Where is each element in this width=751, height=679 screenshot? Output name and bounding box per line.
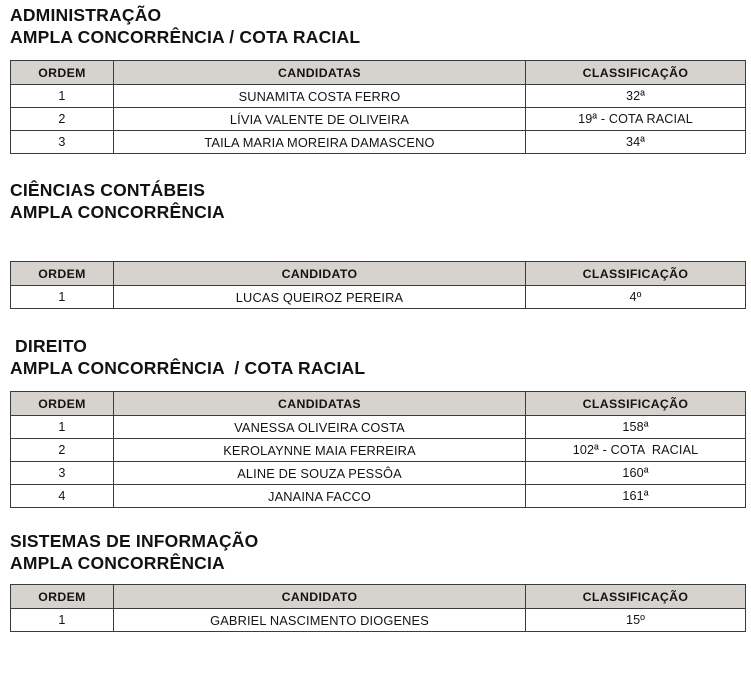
ranking-table: ORDEM CANDIDATAS CLASSIFICAÇÃO 1 SUNAMIT… xyxy=(10,60,746,154)
cell-classificacao: 4º xyxy=(525,285,746,309)
cell-classificacao: 15º xyxy=(525,608,746,632)
modality-title: AMPLA CONCORRÊNCIA xyxy=(10,553,225,573)
cell-nome: ALINE DE SOUZA PESSÔA xyxy=(113,461,526,485)
cell-ordem: 2 xyxy=(10,107,114,131)
course-title: DIREITO xyxy=(10,336,88,356)
cell-ordem: 3 xyxy=(10,461,114,485)
cell-ordem: 3 xyxy=(10,130,114,154)
course-title: ADMINISTRAÇÃO xyxy=(10,5,162,25)
cell-nome: LUCAS QUEIROZ PEREIRA xyxy=(113,285,526,309)
modality-title: AMPLA CONCORRÊNCIA / COTA RACIAL xyxy=(10,27,361,47)
cell-classificacao: 34ª xyxy=(525,130,746,154)
ranking-table: ORDEM CANDIDATO CLASSIFICAÇÃO 1 LUCAS QU… xyxy=(10,261,746,309)
table-row: 1 SUNAMITA COSTA FERRO 32ª xyxy=(10,84,746,108)
table-row: 4 JANAINA FACCO 161ª xyxy=(10,484,746,508)
column-header-candidato: CANDIDATAS xyxy=(113,391,526,416)
cell-classificacao: 161ª xyxy=(525,484,746,508)
cell-nome: LÍVIA VALENTE DE OLIVEIRA xyxy=(113,107,526,131)
course-title: CIÊNCIAS CONTÁBEIS xyxy=(10,180,206,200)
table-row: 3 TAILA MARIA MOREIRA DAMASCENO 34ª xyxy=(10,130,746,154)
table-header-row: ORDEM CANDIDATO CLASSIFICAÇÃO xyxy=(10,584,746,609)
column-header-candidato: CANDIDATAS xyxy=(113,60,526,85)
column-header-classificacao: CLASSIFICAÇÃO xyxy=(525,391,746,416)
column-header-candidato: CANDIDATO xyxy=(113,261,526,286)
cell-nome: KEROLAYNNE MAIA FERREIRA xyxy=(113,438,526,462)
cell-ordem: 1 xyxy=(10,608,114,632)
table-row: 2 LÍVIA VALENTE DE OLIVEIRA 19ª - COTA R… xyxy=(10,107,746,131)
cell-ordem: 1 xyxy=(10,415,114,439)
modality-title: AMPLA CONCORRÊNCIA / COTA RACIAL xyxy=(10,358,366,378)
modality-title: AMPLA CONCORRÊNCIA xyxy=(10,202,225,222)
column-header-ordem: ORDEM xyxy=(10,261,114,286)
cell-classificacao: 160ª xyxy=(525,461,746,485)
column-header-ordem: ORDEM xyxy=(10,391,114,416)
table-row: 1 VANESSA OLIVEIRA COSTA 158ª xyxy=(10,415,746,439)
table-header-row: ORDEM CANDIDATO CLASSIFICAÇÃO xyxy=(10,261,746,286)
column-header-classificacao: CLASSIFICAÇÃO xyxy=(525,60,746,85)
cell-classificacao: 158ª xyxy=(525,415,746,439)
column-header-ordem: ORDEM xyxy=(10,584,114,609)
section-heading: CIÊNCIAS CONTÁBEIS AMPLA CONCORRÊNCIA xyxy=(0,154,751,223)
table-row: 1 GABRIEL NASCIMENTO DIOGENES 15º xyxy=(10,608,746,632)
cell-classificacao: 102ª - COTA RACIAL xyxy=(525,438,746,462)
section-ciencias-contabeis: CIÊNCIAS CONTÁBEIS AMPLA CONCORRÊNCIA OR… xyxy=(0,154,751,309)
table-header-row: ORDEM CANDIDATAS CLASSIFICAÇÃO xyxy=(10,391,746,416)
section-administracao: ADMINISTRAÇÃO AMPLA CONCORRÊNCIA / COTA … xyxy=(0,0,751,154)
table-row: 3 ALINE DE SOUZA PESSÔA 160ª xyxy=(10,461,746,485)
ranking-table: ORDEM CANDIDATO CLASSIFICAÇÃO 1 GABRIEL … xyxy=(10,584,746,632)
section-heading: DIREITO AMPLA CONCORRÊNCIA / COTA RACIAL xyxy=(0,309,751,379)
table-row: 2 KEROLAYNNE MAIA FERREIRA 102ª - COTA R… xyxy=(10,438,746,462)
section-heading: SISTEMAS DE INFORMAÇÃO AMPLA CONCORRÊNCI… xyxy=(0,508,751,574)
cell-ordem: 2 xyxy=(10,438,114,462)
cell-ordem: 1 xyxy=(10,285,114,309)
cell-classificacao: 19ª - COTA RACIAL xyxy=(525,107,746,131)
column-header-ordem: ORDEM xyxy=(10,60,114,85)
cell-nome: TAILA MARIA MOREIRA DAMASCENO xyxy=(113,130,526,154)
section-heading: ADMINISTRAÇÃO AMPLA CONCORRÊNCIA / COTA … xyxy=(0,0,751,48)
table-row: 1 LUCAS QUEIROZ PEREIRA 4º xyxy=(10,285,746,309)
ranking-table: ORDEM CANDIDATAS CLASSIFICAÇÃO 1 VANESSA… xyxy=(10,391,746,508)
cell-nome: VANESSA OLIVEIRA COSTA xyxy=(113,415,526,439)
cell-nome: GABRIEL NASCIMENTO DIOGENES xyxy=(113,608,526,632)
cell-nome: JANAINA FACCO xyxy=(113,484,526,508)
column-header-classificacao: CLASSIFICAÇÃO xyxy=(525,584,746,609)
column-header-classificacao: CLASSIFICAÇÃO xyxy=(525,261,746,286)
cell-ordem: 1 xyxy=(10,84,114,108)
course-title: SISTEMAS DE INFORMAÇÃO xyxy=(10,531,259,551)
section-direito: DIREITO AMPLA CONCORRÊNCIA / COTA RACIAL… xyxy=(0,309,751,508)
cell-nome: SUNAMITA COSTA FERRO xyxy=(113,84,526,108)
table-header-row: ORDEM CANDIDATAS CLASSIFICAÇÃO xyxy=(10,60,746,85)
cell-classificacao: 32ª xyxy=(525,84,746,108)
cell-ordem: 4 xyxy=(10,484,114,508)
section-sistemas-de-informacao: SISTEMAS DE INFORMAÇÃO AMPLA CONCORRÊNCI… xyxy=(0,508,751,632)
column-header-candidato: CANDIDATO xyxy=(113,584,526,609)
